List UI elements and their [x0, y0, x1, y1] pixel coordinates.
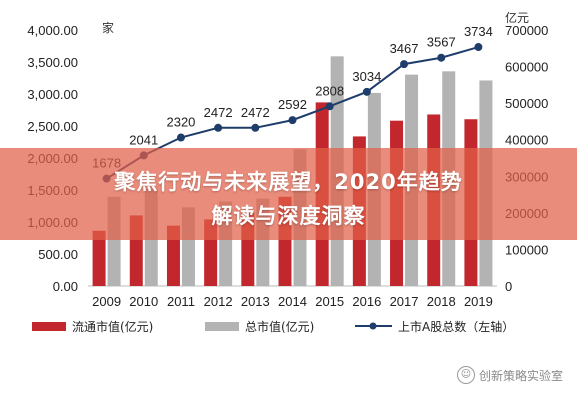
x-tick-2009: 2009 [92, 294, 121, 309]
left-tick-label: 3,000.00 [27, 87, 78, 102]
point-count-2011 [176, 133, 185, 142]
right-tick-label: 0 [505, 279, 512, 294]
right-tick-label: 500000 [505, 96, 548, 111]
legend-label-count: 上市A股总数（左轴） [398, 319, 514, 334]
banner-title-line2: 解读与深度洞察 [211, 204, 366, 228]
point-count-2012 [214, 123, 223, 132]
left-axis-unit: 家 [102, 20, 114, 35]
left-tick-label: 0.00 [53, 279, 78, 294]
x-tick-2011: 2011 [167, 294, 195, 309]
wechat-icon: ☺ [456, 366, 475, 384]
right-tick-label: 700000 [505, 23, 548, 38]
x-tick-2019: 2019 [464, 294, 493, 309]
x-tick-2013: 2013 [241, 294, 270, 309]
point-count-2014 [288, 116, 297, 125]
legend-swatch-circulating [32, 322, 66, 331]
legend-marker-count [369, 322, 377, 330]
right-axis-unit: 亿元 [505, 10, 529, 25]
banner-title-line1: 聚焦行动与未来展望，2020年趋势 [114, 170, 463, 194]
bar-circulating-2009 [92, 230, 106, 286]
watermark-text: 创新策略实验室 [478, 368, 563, 383]
label-count-2011: 2320 [166, 115, 195, 130]
x-tick-2015: 2015 [315, 294, 344, 309]
left-tick-label: 4,000.00 [27, 23, 78, 38]
title-banner [0, 148, 577, 240]
label-count-2017: 3467 [390, 41, 419, 56]
right-tick-label: 400000 [505, 133, 548, 148]
point-count-2019 [474, 43, 483, 52]
label-count-2013: 2472 [241, 105, 270, 120]
label-count-2010: 2041 [129, 132, 158, 147]
x-tick-2014: 2014 [278, 294, 307, 309]
left-tick-label: 2,500.00 [27, 119, 78, 134]
point-count-2013 [251, 123, 260, 132]
bar-circulating-2011 [166, 225, 180, 286]
x-tick-2017: 2017 [390, 294, 419, 309]
point-count-2018 [437, 53, 446, 62]
label-count-2015: 2808 [315, 83, 344, 98]
right-tick-label: 100000 [505, 242, 548, 257]
legend-swatch-total [205, 322, 239, 331]
x-tick-2016: 2016 [352, 294, 381, 309]
left-tick-label: 3,500.00 [27, 55, 78, 70]
x-tick-2010: 2010 [129, 294, 158, 309]
point-count-2015 [325, 102, 334, 111]
point-count-2016 [362, 87, 371, 96]
point-count-2017 [400, 60, 409, 69]
label-count-2012: 2472 [204, 105, 233, 120]
label-count-2016: 3034 [352, 69, 381, 84]
x-tick-2012: 2012 [204, 294, 233, 309]
label-count-2019: 3734 [464, 24, 493, 39]
legend-label-circulating: 流通市值(亿元) [72, 319, 153, 334]
x-tick-2018: 2018 [427, 294, 456, 309]
legend-label-total: 总市值(亿元) [245, 319, 314, 334]
label-count-2018: 3567 [427, 35, 456, 50]
right-tick-label: 600000 [505, 60, 548, 75]
left-tick-label: 500.00 [38, 247, 78, 262]
label-count-2014: 2592 [278, 97, 307, 112]
watermark: ☺ 创新策略实验室 [456, 366, 563, 384]
